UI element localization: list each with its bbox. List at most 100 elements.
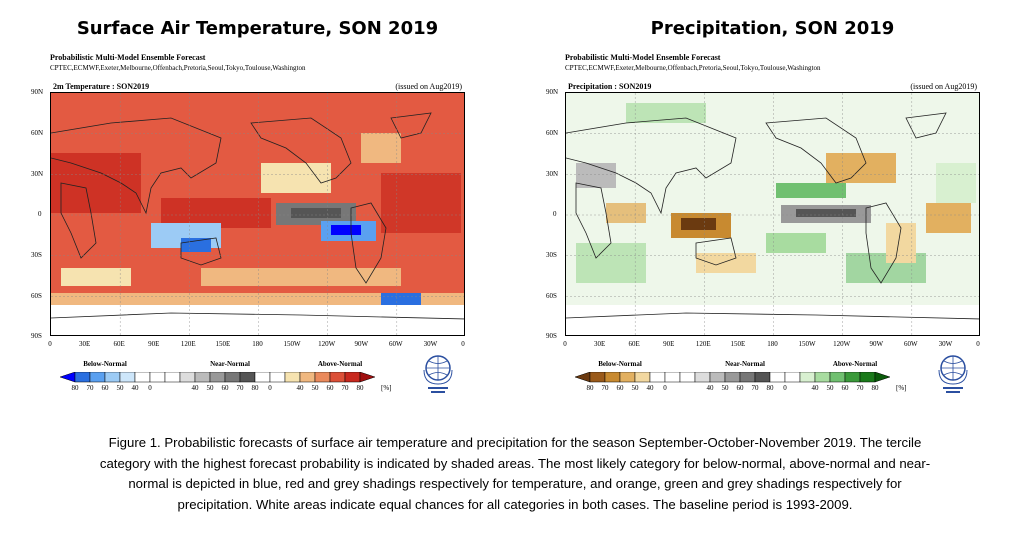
lon-label: 60W — [388, 340, 403, 348]
colorbar-arrow-left — [60, 372, 76, 383]
tick-label: 50 — [206, 384, 214, 392]
tick-label: 80 — [871, 384, 879, 392]
colorbar-swatch — [679, 372, 696, 383]
issued-label: (issued on Aug2019) — [910, 82, 977, 91]
forecast-subtitle: Probabilistic Multi-Model Ensemble Forec… — [50, 53, 206, 62]
tick-label: 50 — [721, 384, 729, 392]
tick-label: 70 — [751, 384, 759, 392]
colorbar-swatch — [709, 372, 726, 383]
tick-label: 70 — [601, 384, 609, 392]
caption-line: normal is depicted in blue, red and grey… — [128, 476, 902, 491]
map-header: 2m Temperature : SON2019 (issued on Aug2… — [50, 82, 465, 92]
tick-label: 70 — [341, 384, 349, 392]
colorbar-swatch — [194, 372, 211, 383]
tick-label: 40 — [131, 384, 139, 392]
colorbar-swatch — [649, 372, 666, 383]
lon-label: 0 — [563, 340, 567, 348]
tick-label: 50 — [826, 384, 834, 392]
tick-label: 80 — [356, 384, 364, 392]
centres-list: CPTEC,ECMWF,Exeter,Melbourne,Offenbach,P… — [50, 64, 306, 72]
colorbar-swatch — [634, 372, 651, 383]
caption-line: category with the highest forecast proba… — [99, 455, 931, 471]
tick-label: 70 — [856, 384, 864, 392]
lat-label: 30N — [546, 170, 559, 178]
colorbar-swatch — [664, 372, 681, 383]
lat-label: 60S — [31, 292, 42, 300]
tick-label: 60 — [326, 384, 334, 392]
lon-label: 150E — [215, 340, 231, 348]
lon-label: 30E — [593, 340, 606, 348]
lon-label: 30E — [78, 340, 91, 348]
lon-label: 120E — [180, 340, 196, 348]
colorbar-swatch — [589, 372, 606, 383]
lon-label: 120E — [695, 340, 711, 348]
colorbar-swatch — [104, 372, 121, 383]
lon-label: 30W — [423, 340, 438, 348]
near-normal-label: Near-Normal — [725, 360, 765, 368]
tick-label: 40 — [646, 384, 654, 392]
tick-label: 50 — [116, 384, 124, 392]
near-normal-label: Near-Normal — [210, 360, 250, 368]
lon-label: 0 — [48, 340, 52, 348]
lon-label: 60E — [628, 340, 640, 348]
colorbar-swatch — [344, 372, 361, 383]
lon-label: 150W — [283, 340, 301, 348]
forecast-subtitle: Probabilistic Multi-Model Ensemble Forec… — [565, 53, 721, 62]
precipitation-map-graphic — [566, 93, 979, 335]
colorbar-swatch — [89, 372, 106, 383]
colorbar-swatch — [619, 372, 636, 383]
lon-axis: 0 30E 60E 90E 120E 150E 180 150W 120W 90… — [563, 340, 980, 350]
category-labels: Below-Normal Near-Normal Above-Normal — [60, 360, 390, 370]
tick-label: 60 — [221, 384, 229, 392]
unit-label: [%] — [381, 384, 392, 392]
lat-label: 30S — [31, 251, 42, 259]
colorbar-swatch — [314, 372, 331, 383]
colorbar-swatch — [859, 372, 876, 383]
colorbar-swatch — [799, 372, 816, 383]
colorbar-arrow-right — [874, 372, 891, 383]
above-normal-label: Above-Normal — [832, 360, 878, 368]
below-normal-label: Below-Normal — [598, 360, 642, 368]
lon-axis: 0 30E 60E 90E 120E 150E 180 150W 120W 90… — [48, 340, 465, 350]
precipitation-panel: Precipitation, SON 2019 Probabilistic Mu… — [515, 0, 1030, 420]
colorbar-swatch — [224, 372, 241, 383]
tick-label: 80 — [251, 384, 259, 392]
lat-label: 60N — [31, 129, 44, 137]
temperature-map — [50, 92, 465, 336]
lon-label: 120W — [318, 340, 336, 348]
colorbar-swatch — [694, 372, 711, 383]
panel-title: Surface Air Temperature, SON 2019 — [76, 18, 439, 39]
map-header: Precipitation : SON2019 (issued on Aug20… — [565, 82, 980, 92]
precipitation-colorbar — [575, 372, 891, 383]
colorbar-swatch — [299, 372, 316, 383]
tick-label: 0 — [148, 384, 152, 392]
above-normal-label: Above-Normal — [317, 360, 363, 368]
colorbar-swatch — [209, 372, 226, 383]
lat-label: 30S — [546, 251, 557, 259]
lon-label: 90E — [663, 340, 675, 348]
tick-label: 50 — [631, 384, 639, 392]
lat-label: 90S — [31, 332, 42, 340]
lon-label: 60W — [903, 340, 918, 348]
colorbar-swatch — [164, 372, 181, 383]
lat-label: 90N — [546, 88, 559, 96]
map-label: Precipitation : SON2019 — [568, 82, 652, 91]
colorbar-swatch — [134, 372, 151, 383]
colorbar-swatch — [269, 372, 286, 383]
colorbar-swatch — [284, 372, 301, 383]
temperature-colorbar — [60, 372, 376, 383]
lon-label: 120W — [833, 340, 851, 348]
tick-label: 60 — [736, 384, 744, 392]
colorbar-swatch — [179, 372, 196, 383]
colorbar-arrow-left — [575, 372, 591, 383]
panel-title: Precipitation, SON 2019 — [650, 18, 895, 39]
colorbar-swatch — [769, 372, 786, 383]
tick-label: 40 — [811, 384, 819, 392]
map-label: 2m Temperature : SON2019 — [53, 82, 150, 91]
centres-list: CPTEC,ECMWF,Exeter,Melbourne,Offenbach,P… — [565, 64, 821, 72]
colorbar-swatch — [74, 372, 91, 383]
lat-label: 0 — [553, 210, 557, 218]
tick-label: 70 — [86, 384, 94, 392]
lon-label: 180 — [252, 340, 263, 348]
tick-label: 40 — [706, 384, 714, 392]
